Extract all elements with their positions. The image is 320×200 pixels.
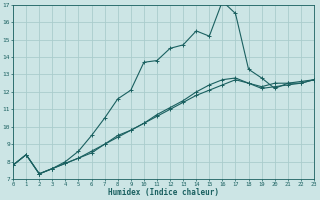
X-axis label: Humidex (Indice chaleur): Humidex (Indice chaleur) [108,188,219,197]
